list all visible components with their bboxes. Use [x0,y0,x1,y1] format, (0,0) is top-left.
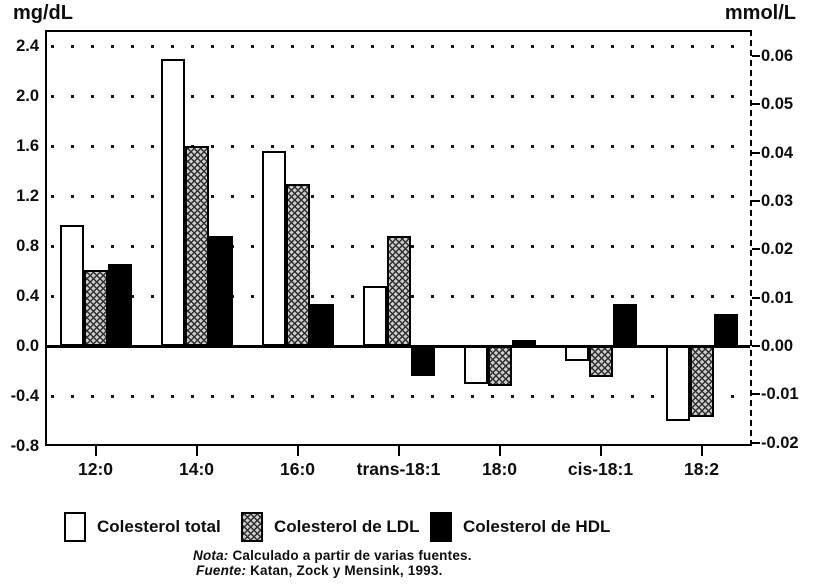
right-axis-tick [752,345,760,347]
right-axis-tick-label: -0.02 [761,433,799,452]
bar-white-cis-18:1 [564,346,589,361]
gridline [51,45,745,48]
right-axis-tick [752,393,760,396]
left-axis-tick-label: -0.8 [10,437,39,455]
bar-hatch-18:0 [487,346,512,386]
legend-swatch-hdl-icon [430,512,452,542]
bar-black-12:0 [107,263,132,346]
legend-item-ldl: Colesterol de LDL [241,511,419,543]
right-axis-tick-label: 0.04 [761,143,794,162]
category-label: 14:0 [178,459,215,479]
right-axis-tick-label: 0.06 [761,47,794,66]
bar-black-18:0 [511,339,536,346]
bar-white-trans-18:1 [362,286,387,346]
zero-line [47,345,750,348]
bar-black-cis-18:1 [612,303,637,346]
right-axis-tick-label: 0.03 [761,192,794,211]
legend-item-total: Colesterol total [64,511,221,543]
left-axis-tick-label: 0.8 [16,237,39,255]
right-axis-tick-label: 0.02 [761,240,794,259]
bar-hatch-cis-18:1 [588,346,613,378]
note-lead: Nota: [193,548,229,563]
category-tick [195,446,198,456]
right-axis-title: mmol/L [724,2,796,24]
right-axis-tick [752,103,760,106]
category-tick [498,446,501,456]
category-tick [296,446,299,456]
gridline [51,95,745,98]
gridline [51,195,745,198]
bar-hatch-trans-18:1 [386,236,411,346]
left-axis-tick-label: 1.2 [16,187,39,205]
gridline [51,145,745,148]
left-axis-tick-label: 2.0 [16,87,39,105]
left-axis-tick-label: 0.0 [16,337,39,355]
source-line: Fuente: Katan, Zock y Mensink, 1993. [196,563,443,578]
plot-area [45,30,752,446]
legend-item-hdl: Colesterol de HDL [430,511,610,543]
left-axis-tick-label: 2.4 [16,37,39,55]
bar-white-18:0 [463,346,488,384]
right-axis-tick-label: -0.01 [761,385,799,404]
right-axis-tick [752,55,760,58]
legend-label-total: Colesterol total [97,517,221,536]
left-axis-tick-label: 0.4 [16,287,39,305]
right-axis-tick [752,296,760,299]
bar-white-14:0 [160,58,185,346]
bar-black-18:2 [713,313,738,346]
right-axis-tick [752,151,760,154]
bar-black-16:0 [309,303,334,346]
right-axis-tick [752,441,760,444]
bar-white-16:0 [261,151,286,346]
category-label: 18:0 [481,459,518,479]
bar-hatch-12:0 [83,269,108,346]
right-axis-tick-label: 0.05 [761,95,794,114]
legend-label-ldl: Colesterol de LDL [274,517,420,536]
legend-label-hdl: Colesterol de HDL [463,517,611,536]
category-tick [599,446,602,456]
category-tick [94,446,97,456]
gridline [51,395,745,398]
legend-swatch-ldl-icon [241,512,263,542]
bar-hatch-18:2 [689,346,714,418]
source-lead: Fuente: [196,563,247,578]
category-label: 18:2 [683,459,720,479]
note-line: Nota: Calculado a partir de varias fuent… [193,548,472,563]
category-tick [397,446,400,456]
category-tick [700,446,703,456]
left-axis-title: mg/dL [13,2,73,24]
bar-black-14:0 [208,236,233,346]
category-label: 16:0 [279,459,316,479]
bar-white-18:2 [665,346,690,421]
bar-hatch-14:0 [184,146,209,346]
right-axis-tick-label: 0.00 [761,337,794,355]
right-axis-tick [752,248,760,251]
right-axis-tick-label: 0.01 [761,288,794,307]
note-text: Calculado a partir de varias fuentes. [228,548,472,563]
legend-swatch-total-icon [64,512,86,542]
source-text: Katan, Zock y Mensink, 1993. [246,563,443,578]
left-axis-tick-label: -0.4 [10,387,39,405]
bar-white-12:0 [59,224,84,346]
bar-black-trans-18:1 [410,346,435,376]
bar-hatch-16:0 [285,183,310,346]
category-label: 12:0 [77,459,114,479]
left-axis-tick-label: 1.6 [16,137,39,155]
category-label: trans-18:1 [356,459,441,479]
right-axis-tick [752,200,760,203]
category-label: cis-18:1 [567,459,634,479]
